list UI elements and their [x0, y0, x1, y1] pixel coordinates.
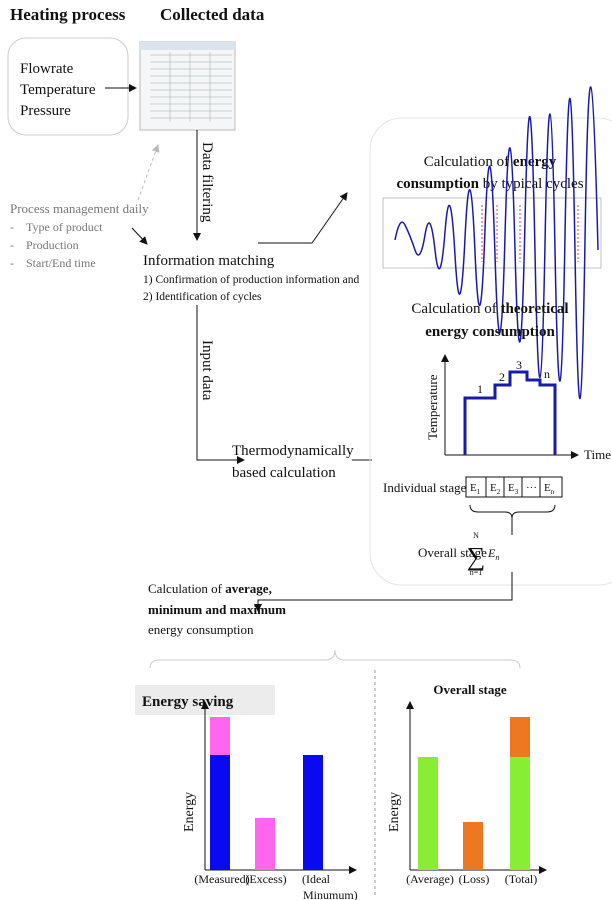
sum-bottom: n=1 [470, 568, 483, 577]
text: Calculation of [424, 154, 513, 170]
text: Calculation of [148, 581, 225, 596]
text: 1 [477, 488, 481, 496]
bullet: - [10, 256, 14, 270]
arrow-label: Input data [199, 340, 215, 401]
pm-item: Production [26, 238, 79, 252]
header-left: Heating process [10, 5, 126, 24]
matching-title: Information matching [143, 253, 275, 269]
matching-line: 1) Confirmation of production informatio… [143, 274, 359, 286]
text: ··· [526, 482, 537, 494]
category: (Loss) [459, 872, 490, 886]
bar [210, 717, 230, 755]
arrow [258, 572, 512, 611]
text: Calculation of [411, 301, 500, 317]
bar [510, 717, 530, 757]
arrow [258, 193, 347, 243]
text: 3 [515, 488, 519, 496]
chart-title: Overall stage [433, 682, 507, 697]
arrow-label: Data filtering [199, 142, 215, 223]
category: (Ideal [302, 872, 331, 886]
pm-item: Type of product [26, 220, 103, 234]
header-right: Collected data [160, 5, 265, 24]
arrow [132, 228, 147, 244]
bullet: - [10, 220, 14, 234]
bar [255, 818, 275, 870]
bar [510, 757, 530, 870]
chart-title: Energy saving [142, 694, 234, 710]
bar [418, 757, 438, 870]
category: (Excess) [245, 872, 286, 886]
axis-label: Temperature [425, 374, 440, 440]
axis-label: Time [584, 447, 611, 462]
sum-top: N [473, 531, 479, 540]
summary-line: Calculation of average, [148, 581, 272, 596]
stage-cell-label: ··· [526, 482, 537, 494]
stage-label: 2 [499, 370, 505, 384]
bullet: - [10, 238, 14, 252]
input: Pressure [20, 103, 71, 119]
category: Minumum) [303, 888, 358, 900]
text: consumption [396, 176, 479, 192]
bar [303, 755, 323, 870]
text: n [551, 488, 555, 496]
text: energy [513, 154, 557, 170]
text: 2 [497, 488, 501, 496]
bracket [470, 505, 555, 518]
panel-title: Calculation of theoretical [411, 301, 568, 317]
calc-line: based calculation [232, 465, 336, 481]
individual-label: Individual stages [383, 480, 471, 495]
category: (Average) [406, 872, 454, 886]
axis-label: Energy [182, 792, 197, 832]
stage-label: 1 [477, 382, 483, 396]
stage-label: 3 [516, 358, 522, 372]
category: (Total) [505, 872, 537, 886]
spreadsheet [140, 42, 235, 130]
summary-line: energy consumption [148, 622, 254, 637]
matching-line: 2) Identification of cycles [143, 291, 262, 303]
bar [463, 822, 483, 870]
summary-line: minimum and maximum [148, 602, 286, 617]
bracket [150, 650, 520, 668]
input: Flowrate [20, 61, 74, 77]
diagram: Heating process Collected data Flowrate … [0, 0, 612, 900]
pm-title: Process management daily [10, 201, 149, 216]
panel-title: energy consumption [425, 324, 555, 340]
calc-line: Thermodynamically [232, 443, 354, 459]
axis-label: Energy [387, 792, 402, 832]
sum-term: En [487, 546, 499, 562]
cycle-plot [383, 87, 601, 399]
text: n [495, 553, 499, 562]
pm-item: Start/End time [26, 256, 96, 270]
bar [210, 755, 230, 870]
text: by typical cycles [479, 176, 584, 192]
stage-label: n [544, 367, 550, 381]
text: average, [225, 581, 272, 596]
arrow [138, 145, 158, 200]
input: Temperature [20, 82, 96, 98]
panel-title: consumption by typical cycles [396, 176, 583, 192]
sum-sign: ∑ [467, 542, 486, 571]
text: theoretical [501, 301, 569, 317]
category: (Measured) [194, 872, 249, 886]
